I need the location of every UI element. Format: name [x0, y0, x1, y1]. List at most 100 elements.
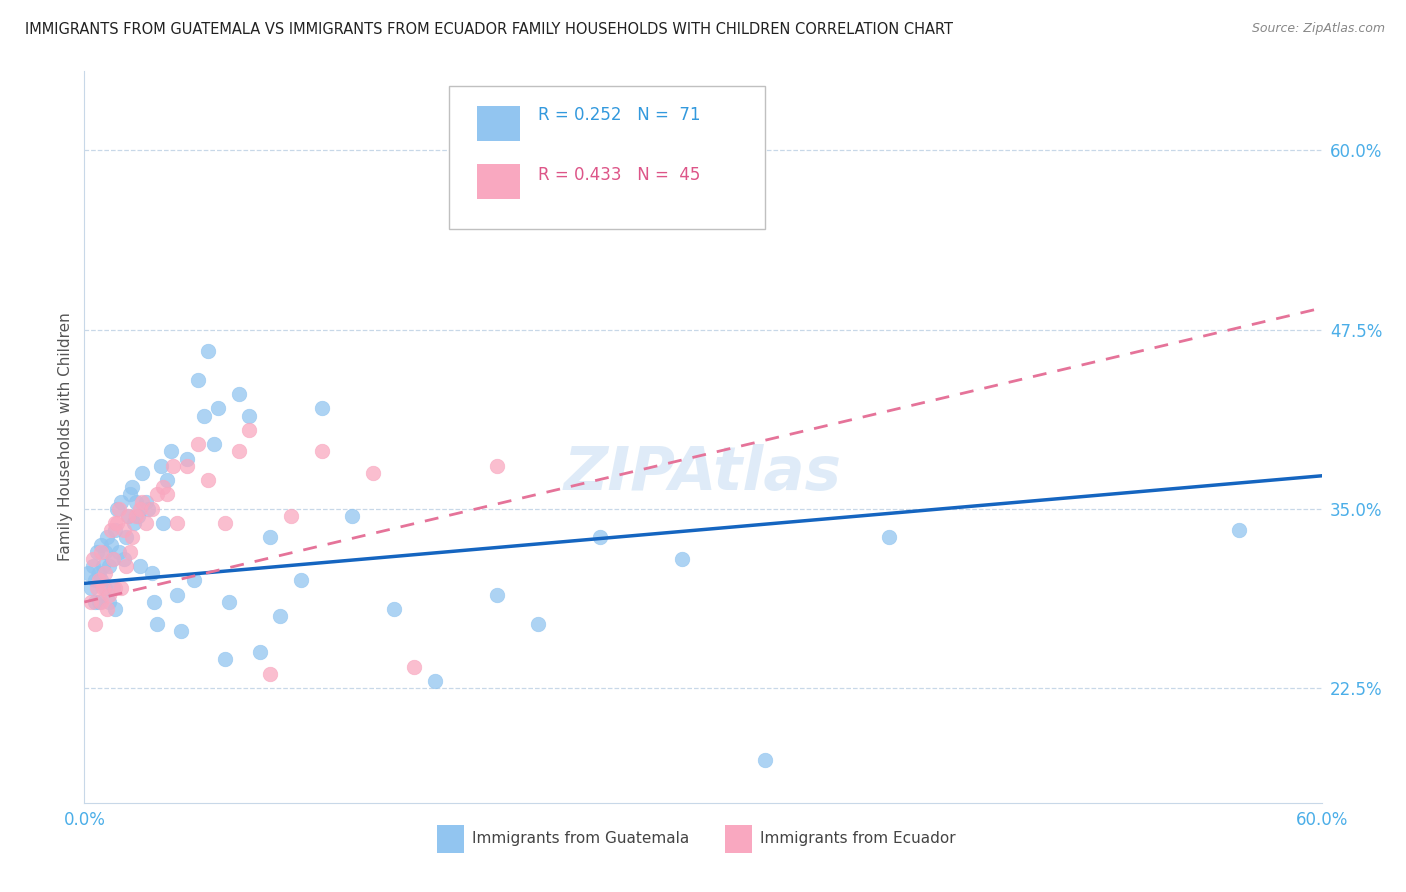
Point [485, 458, 508, 473]
Point [129, 559, 152, 574]
FancyBboxPatch shape [450, 86, 765, 228]
Point [145, 487, 167, 501]
Point [183, 574, 205, 588]
Point [170, 624, 193, 638]
Point [877, 531, 900, 545]
Point [187, 437, 209, 451]
Text: Immigrants from Guatemala: Immigrants from Guatemala [471, 831, 689, 847]
Point [91, 581, 114, 595]
Point [96, 602, 118, 616]
Point [671, 552, 693, 566]
Point [527, 616, 550, 631]
Point [121, 480, 143, 494]
Point [423, 673, 446, 688]
Point [162, 458, 184, 473]
Point [100, 524, 122, 538]
Point [90, 574, 112, 588]
Y-axis label: Family Households with Children: Family Households with Children [58, 313, 73, 561]
Point [98, 588, 121, 602]
Point [135, 516, 157, 530]
Point [117, 508, 139, 523]
Point [90, 538, 112, 552]
Point [187, 373, 209, 387]
Point [176, 458, 198, 473]
Point [280, 508, 302, 523]
Point [382, 602, 405, 616]
Text: IMMIGRANTS FROM GUATEMALA VS IMMIGRANTS FROM ECUADOR FAMILY HOUSEHOLDS WITH CHIL: IMMIGRANTS FROM GUATEMALA VS IMMIGRANTS … [25, 22, 953, 37]
Point [131, 466, 153, 480]
Point [83, 574, 105, 588]
Point [166, 516, 188, 530]
Point [122, 516, 145, 530]
Point [103, 552, 125, 566]
Point [110, 581, 132, 595]
Point [259, 531, 281, 545]
Point [207, 401, 229, 416]
Point [269, 609, 291, 624]
Point [77, 566, 100, 581]
Point [96, 531, 118, 545]
Text: Source: ZipAtlas.com: Source: ZipAtlas.com [1251, 22, 1385, 36]
Point [238, 409, 260, 423]
Point [311, 444, 333, 458]
Point [105, 501, 128, 516]
Point [98, 595, 121, 609]
Point [214, 652, 236, 666]
Point [86, 545, 108, 559]
Point [131, 494, 153, 508]
Point [82, 552, 104, 566]
Point [156, 473, 179, 487]
Text: Immigrants from Ecuador: Immigrants from Ecuador [759, 831, 956, 847]
Point [152, 516, 174, 530]
Point [160, 444, 183, 458]
Point [91, 559, 114, 574]
Bar [725, 825, 752, 853]
Bar [437, 825, 464, 853]
Point [104, 516, 127, 530]
Point [754, 753, 776, 767]
Point [100, 538, 122, 552]
Point [485, 588, 508, 602]
Point [342, 508, 364, 523]
Point [197, 473, 219, 487]
Point [214, 516, 236, 530]
Point [94, 581, 117, 595]
Point [104, 581, 127, 595]
Point [112, 524, 135, 538]
Point [103, 552, 125, 566]
Point [87, 566, 110, 581]
Point [202, 437, 225, 451]
Point [290, 574, 312, 588]
Point [90, 595, 112, 609]
Point [145, 616, 167, 631]
Point [98, 559, 121, 574]
Point [129, 501, 152, 516]
Point [589, 531, 612, 545]
Point [112, 552, 135, 566]
Point [228, 444, 250, 458]
Point [114, 531, 136, 545]
Point [82, 559, 104, 574]
Point [249, 645, 271, 659]
Point [228, 387, 250, 401]
Point [141, 501, 163, 516]
Point [87, 574, 110, 588]
Point [141, 566, 163, 581]
Point [83, 616, 105, 631]
Point [193, 409, 215, 423]
Point [94, 545, 117, 559]
Point [166, 588, 188, 602]
Point [117, 508, 139, 523]
Point [104, 602, 127, 616]
Text: R = 0.252   N =  71: R = 0.252 N = 71 [538, 106, 702, 124]
Point [143, 595, 166, 609]
Point [125, 508, 148, 523]
Point [79, 581, 101, 595]
Point [94, 566, 117, 581]
Point [197, 344, 219, 359]
Point [114, 559, 136, 574]
Point [83, 595, 105, 609]
Point [135, 494, 157, 508]
Point [311, 401, 333, 416]
Point [108, 545, 131, 559]
